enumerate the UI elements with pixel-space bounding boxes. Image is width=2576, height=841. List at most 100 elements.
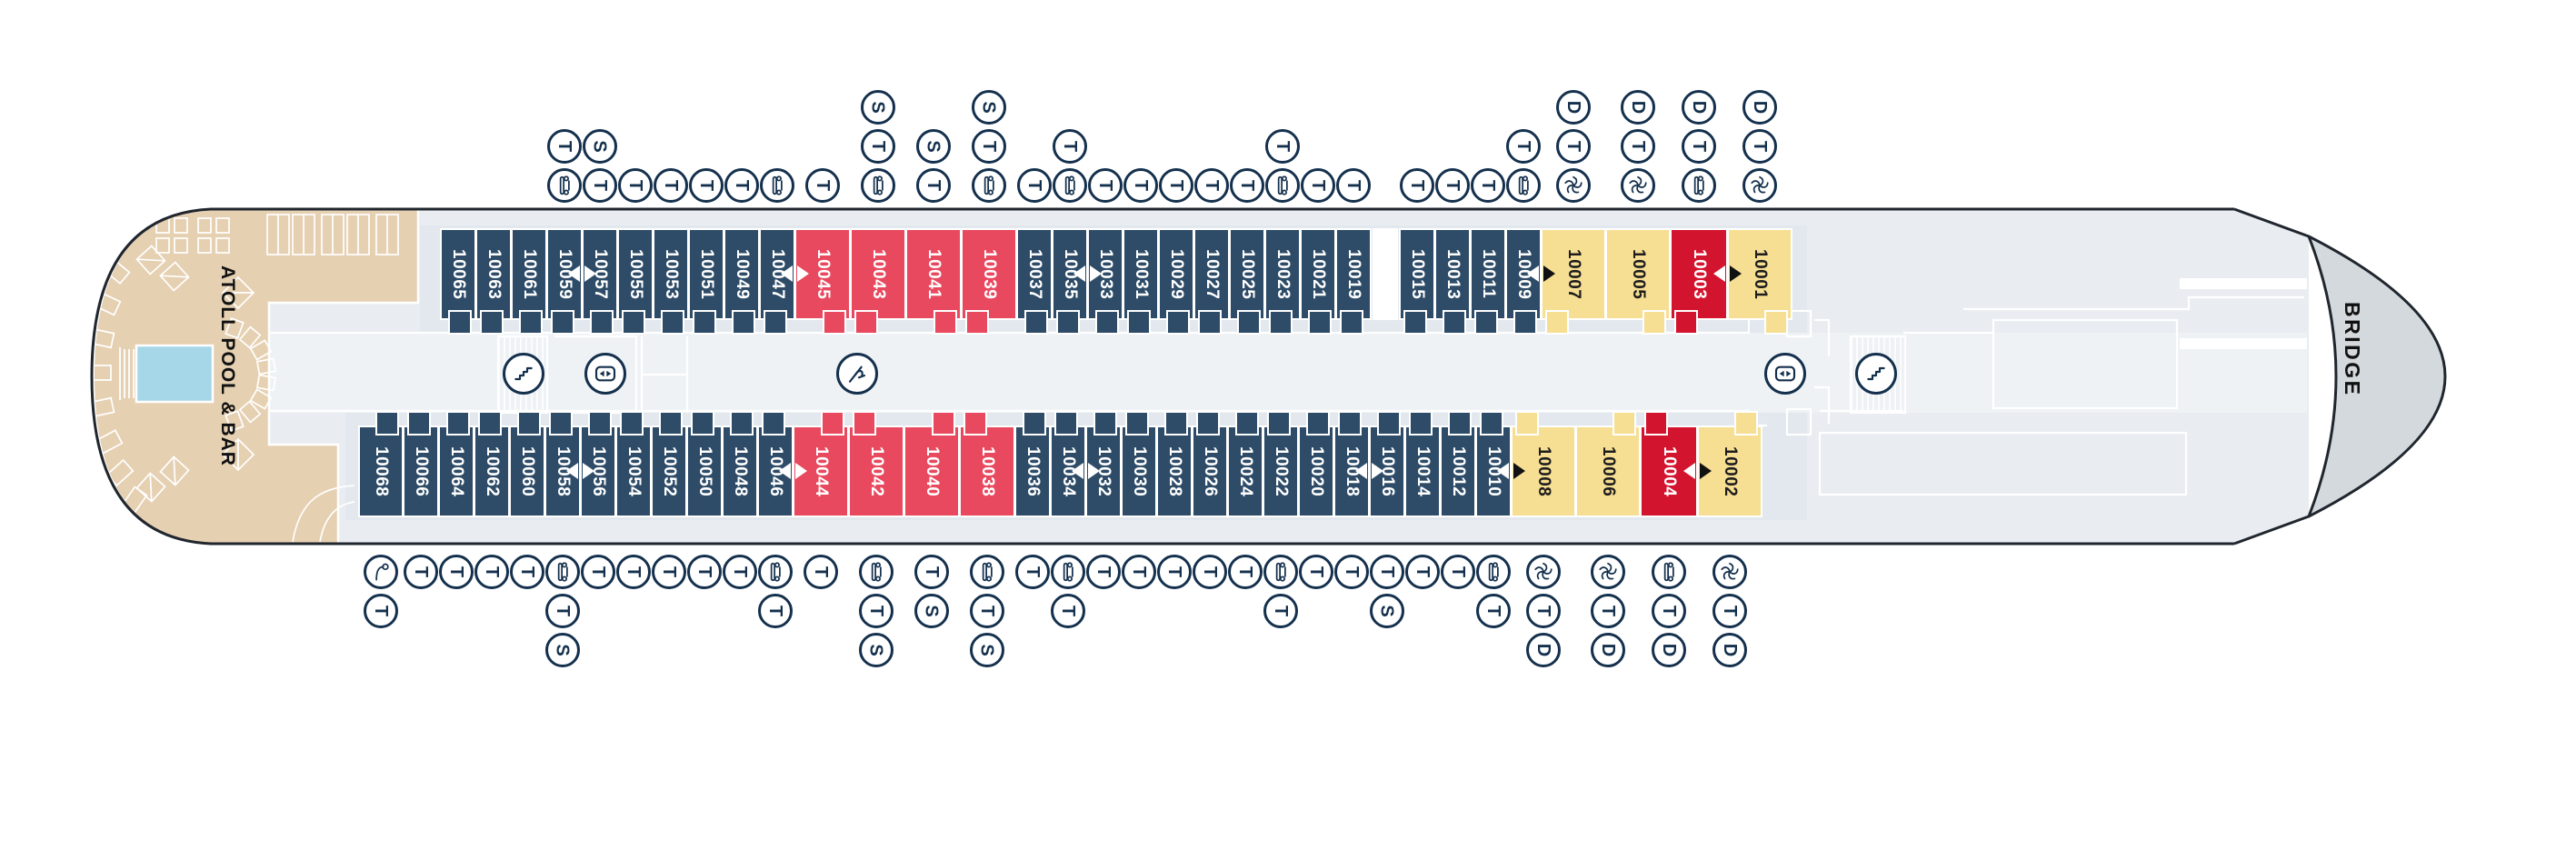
- cabin-10066[interactable]: 10066: [404, 411, 437, 516]
- cabin-10022[interactable]: 10022: [1264, 411, 1297, 516]
- cabin-10004[interactable]: 10004: [1642, 411, 1696, 516]
- cabin-10036[interactable]: 10036: [1016, 411, 1049, 516]
- cabin-10064[interactable]: 10064: [440, 411, 473, 516]
- cabin-10039[interactable]: 10039: [963, 230, 1015, 335]
- cabin-10021[interactable]: 10021: [1302, 230, 1334, 335]
- cabin-10045[interactable]: 10045: [796, 230, 849, 335]
- berth-D-icon: D: [1682, 90, 1716, 125]
- cabin-10029[interactable]: 10029: [1160, 230, 1193, 335]
- cabin-10027[interactable]: 10027: [1195, 230, 1228, 335]
- cabin-number: 10052: [660, 446, 679, 497]
- cabin-10051[interactable]: 10051: [690, 230, 723, 335]
- cabin-10032[interactable]: 10032: [1087, 411, 1120, 516]
- cabin-10061[interactable]: 10061: [513, 230, 545, 335]
- pool-bar-label: ATOLL POOL & BAR: [217, 265, 238, 466]
- cabin-10013[interactable]: 10013: [1436, 230, 1469, 335]
- icon-letter: T: [1131, 179, 1151, 192]
- cabin-door: [517, 411, 541, 436]
- berth-T-icon: T: [1682, 129, 1716, 164]
- cabin-10048[interactable]: 10048: [724, 411, 756, 516]
- cabin-10012[interactable]: 10012: [1442, 411, 1474, 516]
- cabin-10034[interactable]: 10034: [1052, 411, 1084, 516]
- cabin-10046[interactable]: 10046: [759, 411, 792, 516]
- cabin-10009[interactable]: 10009: [1507, 230, 1540, 335]
- cabin-10038[interactable]: 10038: [961, 411, 1013, 516]
- cabin-10065[interactable]: 10065: [442, 230, 474, 335]
- icon-letter: D: [1719, 643, 1740, 657]
- cabin-10049[interactable]: 10049: [725, 230, 758, 335]
- elevator-icon: [1764, 353, 1806, 395]
- pool: [119, 344, 215, 404]
- cabin-10026[interactable]: 10026: [1193, 411, 1226, 516]
- cabin-10028[interactable]: 10028: [1158, 411, 1191, 516]
- cabin-10018[interactable]: 10018: [1335, 411, 1368, 516]
- cabin-door: [1269, 310, 1293, 335]
- whirlpool-icon: [1712, 555, 1747, 589]
- icon-letter: S: [590, 140, 610, 153]
- cabin-10040[interactable]: 10040: [905, 411, 958, 516]
- cabin-10060[interactable]: 10060: [511, 411, 544, 516]
- cabin-10031[interactable]: 10031: [1124, 230, 1157, 335]
- cabin-number: 10020: [1307, 446, 1326, 497]
- cabin-door: [551, 310, 574, 335]
- cabin-10024[interactable]: 10024: [1229, 411, 1262, 516]
- berth-D-icon: D: [1556, 90, 1591, 125]
- cabin-10055[interactable]: 10055: [619, 230, 652, 335]
- cabin-10025[interactable]: 10025: [1231, 230, 1263, 335]
- cabin-10008[interactable]: 10008: [1513, 411, 1574, 516]
- cabin-10007[interactable]: 10007: [1543, 230, 1604, 335]
- cabin-number: 10064: [447, 446, 466, 497]
- cabin-10030[interactable]: 10030: [1123, 411, 1155, 516]
- cabin-door: [1674, 310, 1698, 335]
- cabin-10050[interactable]: 10050: [688, 411, 721, 516]
- cabin-10041[interactable]: 10041: [907, 230, 960, 335]
- cabin-10043[interactable]: 10043: [852, 230, 904, 335]
- cabin-door: [1235, 411, 1259, 436]
- icon-letter: T: [411, 566, 431, 578]
- cabin-10014[interactable]: 10014: [1406, 411, 1439, 516]
- cabin-door: [1644, 411, 1668, 436]
- cabin-10059[interactable]: 10059: [548, 230, 581, 335]
- cabin-10068[interactable]: 10068: [360, 411, 402, 516]
- cabin-10057[interactable]: 10057: [584, 230, 616, 335]
- cabin-10015[interactable]: 10015: [1401, 230, 1433, 335]
- cabin-10010[interactable]: 10010: [1477, 411, 1510, 516]
- berth-S-icon: S: [972, 90, 1006, 125]
- cabin-10047[interactable]: 10047: [761, 230, 794, 335]
- berth-T-icon: T: [547, 129, 582, 164]
- cabin-10006[interactable]: 10006: [1577, 411, 1639, 516]
- cabin-10011[interactable]: 10011: [1472, 230, 1504, 335]
- stairs-icon: [503, 353, 544, 395]
- cabin-10044[interactable]: 10044: [794, 411, 847, 516]
- cabin-number: 10033: [1096, 248, 1115, 300]
- cabin-10023[interactable]: 10023: [1266, 230, 1299, 335]
- cabin-10002[interactable]: 10002: [1699, 411, 1761, 516]
- cabin-number: 10053: [662, 248, 681, 300]
- cabin-10016[interactable]: 10016: [1371, 411, 1403, 516]
- cabin-10063[interactable]: 10063: [477, 230, 510, 335]
- cabin-10042[interactable]: 10042: [850, 411, 903, 516]
- cabin-10001[interactable]: 10001: [1729, 230, 1791, 335]
- cabin-10056[interactable]: 10056: [582, 411, 614, 516]
- cabin-10037[interactable]: 10037: [1018, 230, 1051, 335]
- cabin-10033[interactable]: 10033: [1089, 230, 1122, 335]
- icon-letter: T: [588, 566, 608, 578]
- cabin-10020[interactable]: 10020: [1300, 411, 1333, 516]
- cabin-10062[interactable]: 10062: [475, 411, 508, 516]
- berth-S-icon: S: [914, 594, 949, 628]
- cabin-10019[interactable]: 10019: [1337, 230, 1370, 335]
- cabin-10058[interactable]: 10058: [546, 411, 579, 516]
- bridge-structure: [2307, 235, 2447, 518]
- connecting-door-marker: [566, 463, 578, 479]
- cabin-10003[interactable]: 10003: [1672, 230, 1726, 335]
- cabin-10005[interactable]: 10005: [1607, 230, 1669, 335]
- cabin-10052[interactable]: 10052: [653, 411, 685, 516]
- cabin-door: [1409, 411, 1433, 436]
- cabin-door: [620, 411, 644, 436]
- cabin-10035[interactable]: 10035: [1053, 230, 1086, 335]
- icon-letter: T: [1024, 179, 1044, 192]
- cabin-10054[interactable]: 10054: [617, 411, 650, 516]
- icon-letter: D: [1658, 643, 1679, 657]
- cabin-10053[interactable]: 10053: [654, 230, 687, 335]
- berth-T-icon: T: [1435, 168, 1470, 203]
